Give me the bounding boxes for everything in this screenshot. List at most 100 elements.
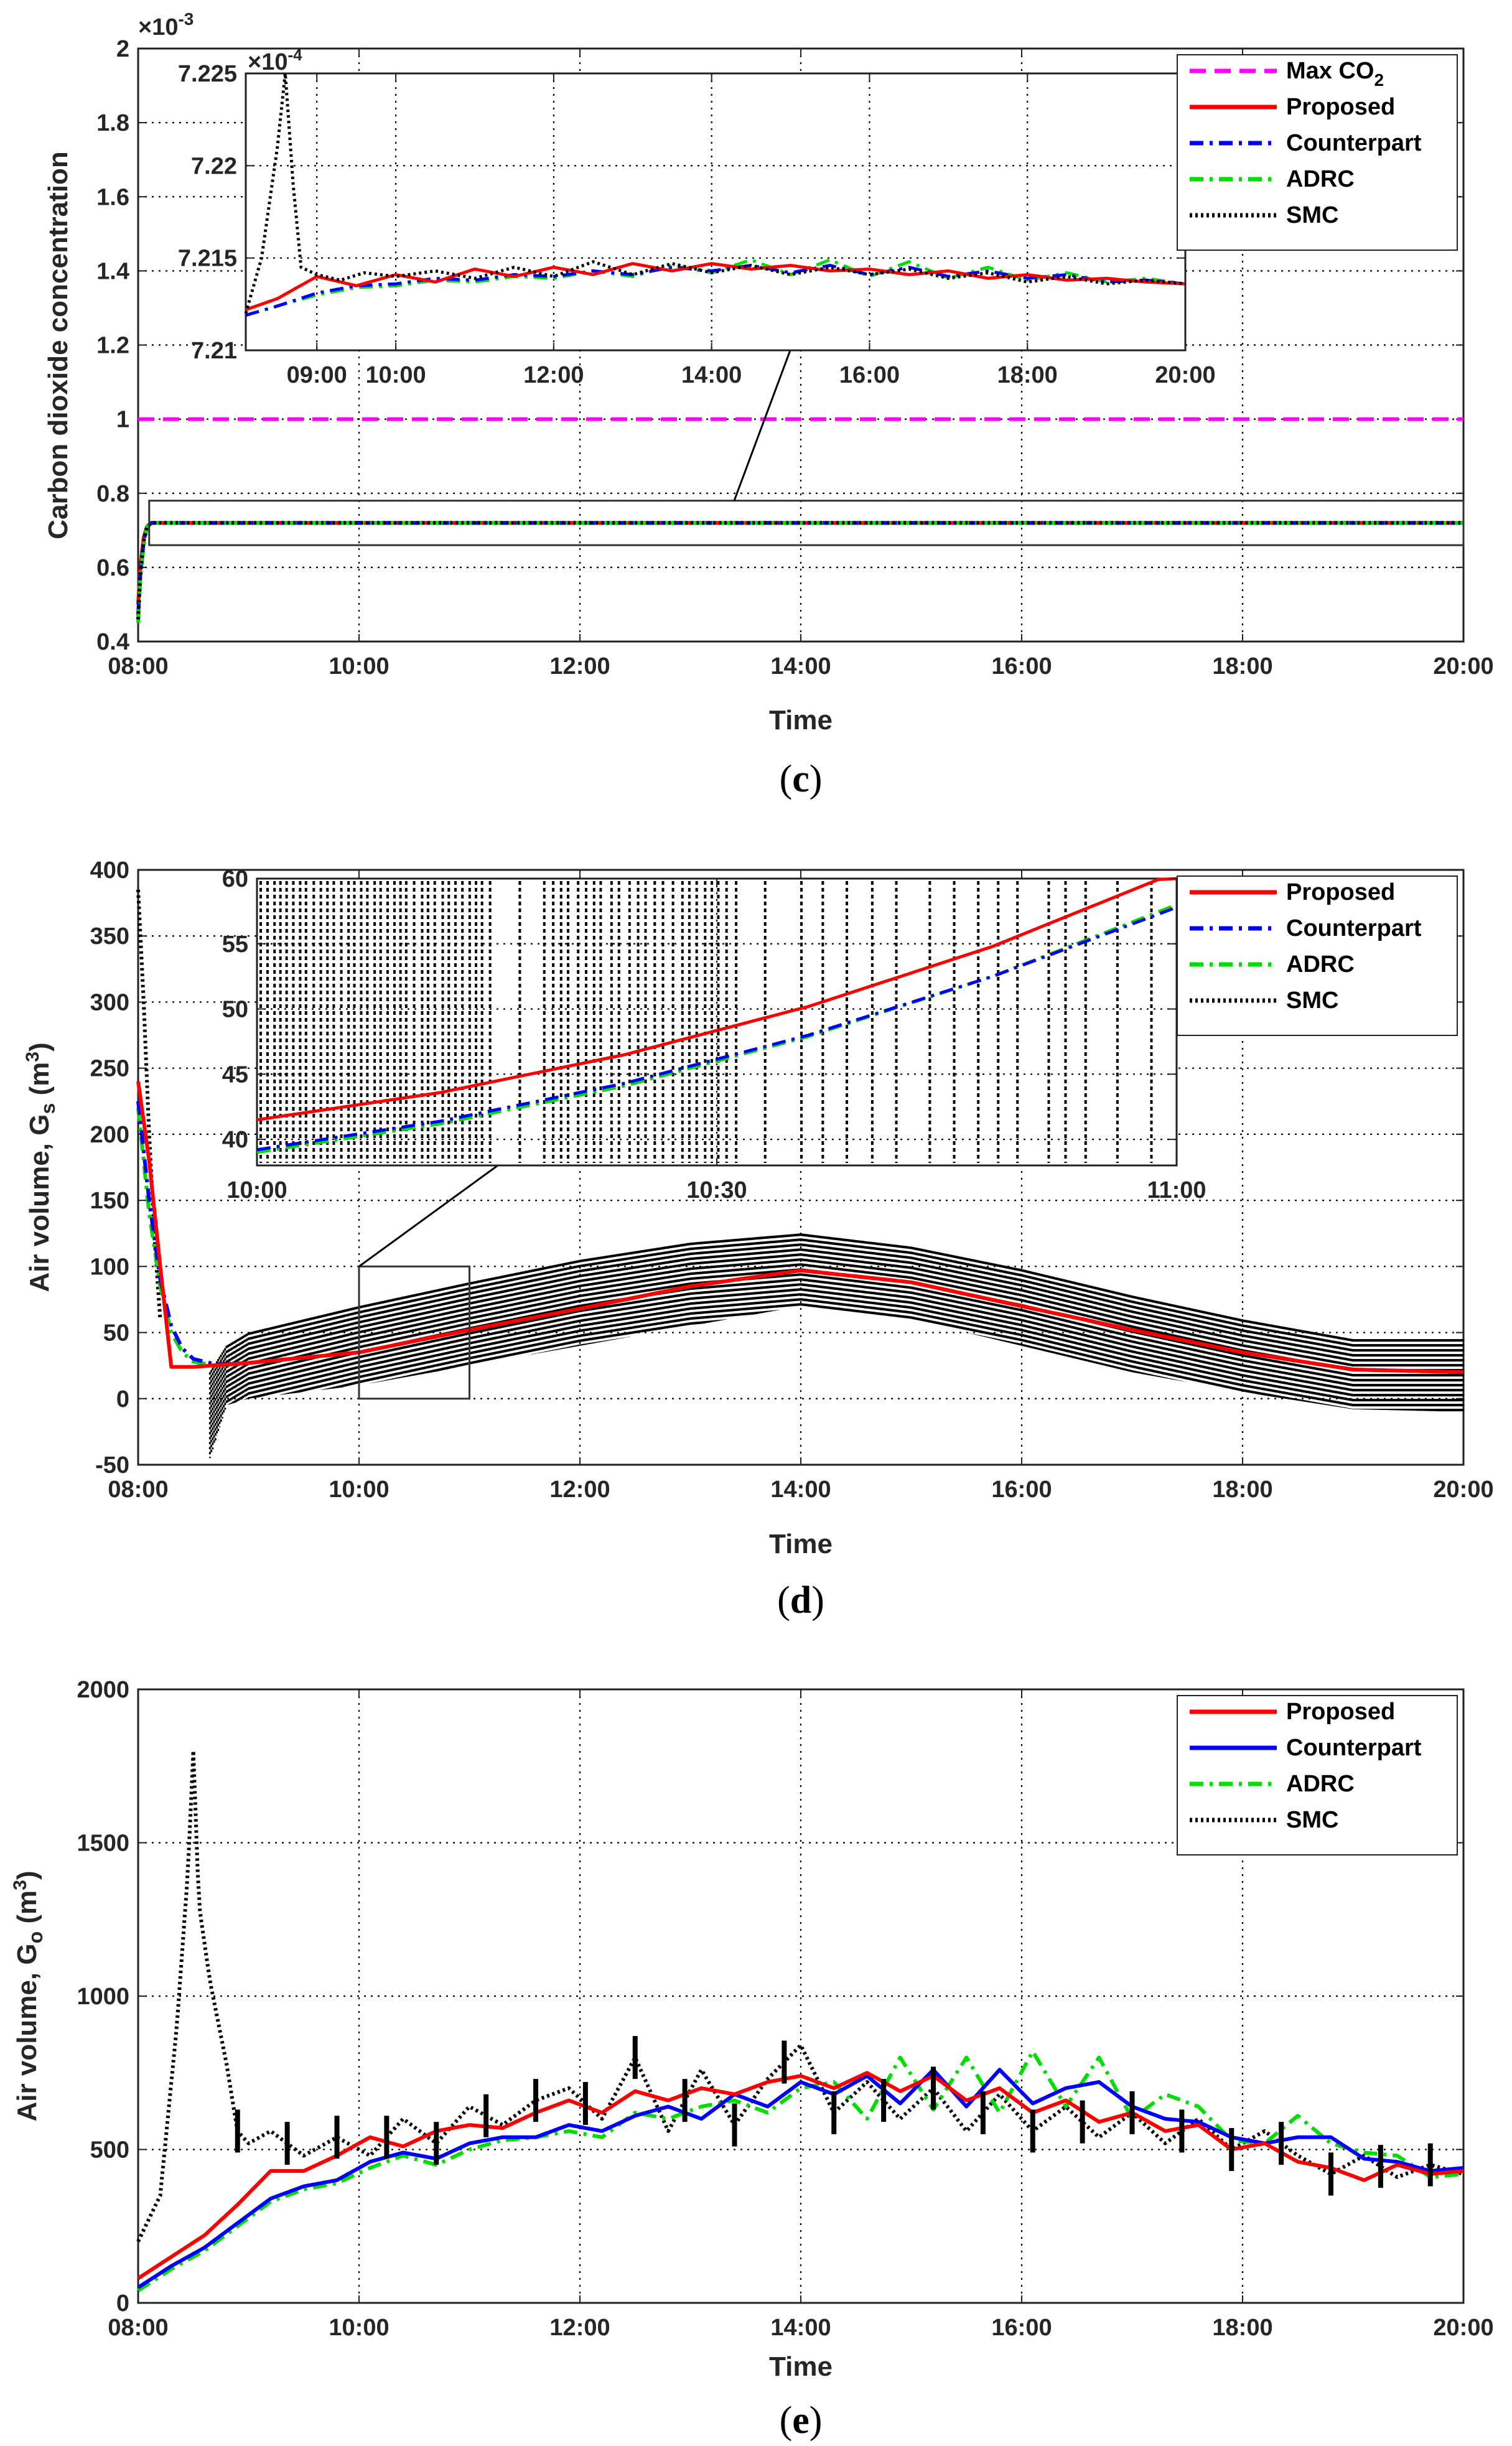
series-d [136, 889, 1465, 1459]
y-tick-label: 2 [116, 36, 129, 62]
y-tick-label: 0.6 [96, 555, 129, 581]
legend-label: SMC [1286, 202, 1338, 228]
x-tick-label: 16:00 [839, 362, 900, 388]
x-tick-label: 12:00 [549, 653, 610, 679]
series-smc [136, 521, 1463, 620]
series-proposed [137, 2071, 1464, 2280]
y-axis-label-c: Carbon dioxide concentration [43, 151, 73, 539]
legend-label-main: Counterpart [1286, 915, 1422, 941]
y-tick-label: 40 [222, 1127, 248, 1153]
y-tick-label: 100 [90, 1254, 129, 1280]
x-tick-label: 18:00 [1212, 653, 1272, 679]
y-tick-label: 500 [90, 2137, 129, 2164]
x-axis-label-e: Time [769, 2351, 833, 2382]
y-tick-label: 0.8 [96, 481, 129, 507]
legend-label-main: ADRC [1286, 166, 1355, 192]
x-axis-label-d: Time [769, 1529, 833, 1559]
x-tick-label: 18:00 [997, 362, 1058, 388]
caption-d: (d) [777, 1579, 824, 1622]
zoom-connector-d [358, 1164, 498, 1267]
legend-label-main: Proposed [1286, 94, 1395, 120]
y-tick-label: 50 [222, 997, 248, 1023]
inset-y-ticks-d: 40 45 50 55 60 [222, 866, 1177, 1153]
caption-e: (e) [780, 2399, 823, 2442]
x-tick-label: 16:00 [991, 653, 1052, 679]
y-tick-label: 7.225 [178, 61, 237, 87]
zoom-box-d [358, 1265, 470, 1400]
legend-box [1177, 54, 1458, 251]
y-tick-label: 150 [90, 1188, 129, 1214]
legend-label: SMC [1286, 987, 1338, 1014]
x-tick-label: 08:00 [108, 653, 168, 679]
y-tick-label: 400 [90, 857, 129, 884]
inset-area-c [245, 72, 1187, 352]
legend-label: Proposed [1286, 1699, 1395, 1725]
x-ticks-e: 08:00 10:00 12:00 14:00 16:00 18:00 20:00 [108, 1689, 1494, 2341]
x-tick-label: 09:00 [287, 362, 347, 388]
legend-label-sub: 2 [1374, 70, 1384, 90]
y-tick-label: 1000 [77, 1984, 129, 2010]
legend-label: ADRC [1286, 1771, 1355, 1797]
y-tick-label: 350 [90, 923, 129, 950]
y-tick-label: 1.8 [96, 110, 129, 136]
legend-label: Counterpart [1286, 915, 1422, 941]
legend-d: Proposed Counterpart ADRC SMC [1177, 875, 1458, 1036]
legend-label-main: ADRC [1286, 1771, 1355, 1797]
x-axis-label-c: Time [769, 705, 833, 735]
x-tick-label: 10:00 [365, 362, 426, 388]
series-c [136, 417, 1463, 623]
x-tick-label: 10:30 [686, 1177, 747, 1203]
legend-label: ADRC [1286, 166, 1355, 192]
x-tick-label: 08:00 [108, 1477, 168, 1503]
legend-label-main: Counterpart [1286, 130, 1422, 156]
y-tick-label: 55 [222, 931, 248, 958]
legend-label: Counterpart [1286, 130, 1422, 156]
x-tick-label: 14:00 [770, 2315, 831, 2341]
x-tick-label: 20:00 [1433, 2315, 1493, 2341]
inset-grid-d [257, 879, 1177, 1165]
x-tick-label: 10:00 [329, 1477, 389, 1503]
x-tick-label: 14:00 [681, 362, 742, 388]
y-tick-label: 1500 [77, 1831, 129, 1857]
x-tick-label: 12:00 [549, 1477, 610, 1503]
series-proposed [136, 1081, 1464, 1375]
y-tick-label: 60 [222, 866, 248, 892]
zoom-connector-c [733, 350, 791, 502]
x-tick-label: 10:00 [226, 1177, 287, 1203]
legend-label: Proposed [1286, 94, 1395, 120]
caption-c: (c) [780, 758, 823, 800]
legend-c: Max CO2 Proposed Counterpart ADRC SMC [1177, 54, 1458, 251]
y-tick-label: 1.6 [96, 184, 129, 210]
inset-series-d [256, 877, 1177, 1154]
x-tick-label: 08:00 [108, 2315, 168, 2341]
y-tick-label: 0.4 [96, 629, 129, 655]
inset-series-proposed [256, 877, 1177, 1122]
x-tick-label: 20:00 [1433, 653, 1493, 679]
legend-box [1177, 875, 1458, 1036]
x-tick-label: 10:00 [329, 2315, 389, 2341]
x-tick-label: 12:00 [549, 2315, 610, 2341]
y-tick-label: 200 [90, 1122, 129, 1148]
y-tick-label: 300 [90, 989, 129, 1015]
x-ticks-d: 08:00 10:00 12:00 14:00 16:00 18:00 20:00 [108, 870, 1494, 1503]
x-ticks-c: 08:00 10:00 12:00 14:00 16:00 18:00 20:00 [108, 49, 1494, 679]
series-counterpart [137, 2068, 1464, 2289]
y-axis-label-e: Air volume, Go (m3) [10, 1871, 47, 2122]
panel-d: -50 0 50 100 150 200 250 300 350 400 08:00 10:00 12… [22, 857, 1494, 1622]
series-adrc [137, 2049, 1464, 2292]
inset-series-c [244, 72, 1186, 317]
legend-label: Max CO2 [1286, 58, 1384, 90]
y-tick-label: 0 [116, 2290, 129, 2317]
legend-label: ADRC [1286, 951, 1355, 978]
inset-c: 7.21 7.215 7.22 7.225 09:00 10:00 12:00 14:00 1… [178, 45, 1216, 388]
legend-label-main: SMC [1286, 202, 1338, 228]
y-tick-label: 250 [90, 1056, 129, 1082]
inset-x-ticks-c: 09:00 10:00 12:00 14:00 16:00 18:00 20:00 [287, 73, 1216, 388]
x-tick-label: 12:00 [523, 362, 584, 388]
legend-label: Counterpart [1286, 1735, 1422, 1761]
x-tick-label: 10:00 [329, 653, 389, 679]
x-tick-label: 14:00 [770, 653, 831, 679]
panel-c: 0.4 0.6 0.8 1 1.2 1.4 1.6 1.8 2 08:00 10:00 12:00 1… [43, 9, 1494, 800]
y-tick-label: 7.22 [191, 153, 237, 179]
